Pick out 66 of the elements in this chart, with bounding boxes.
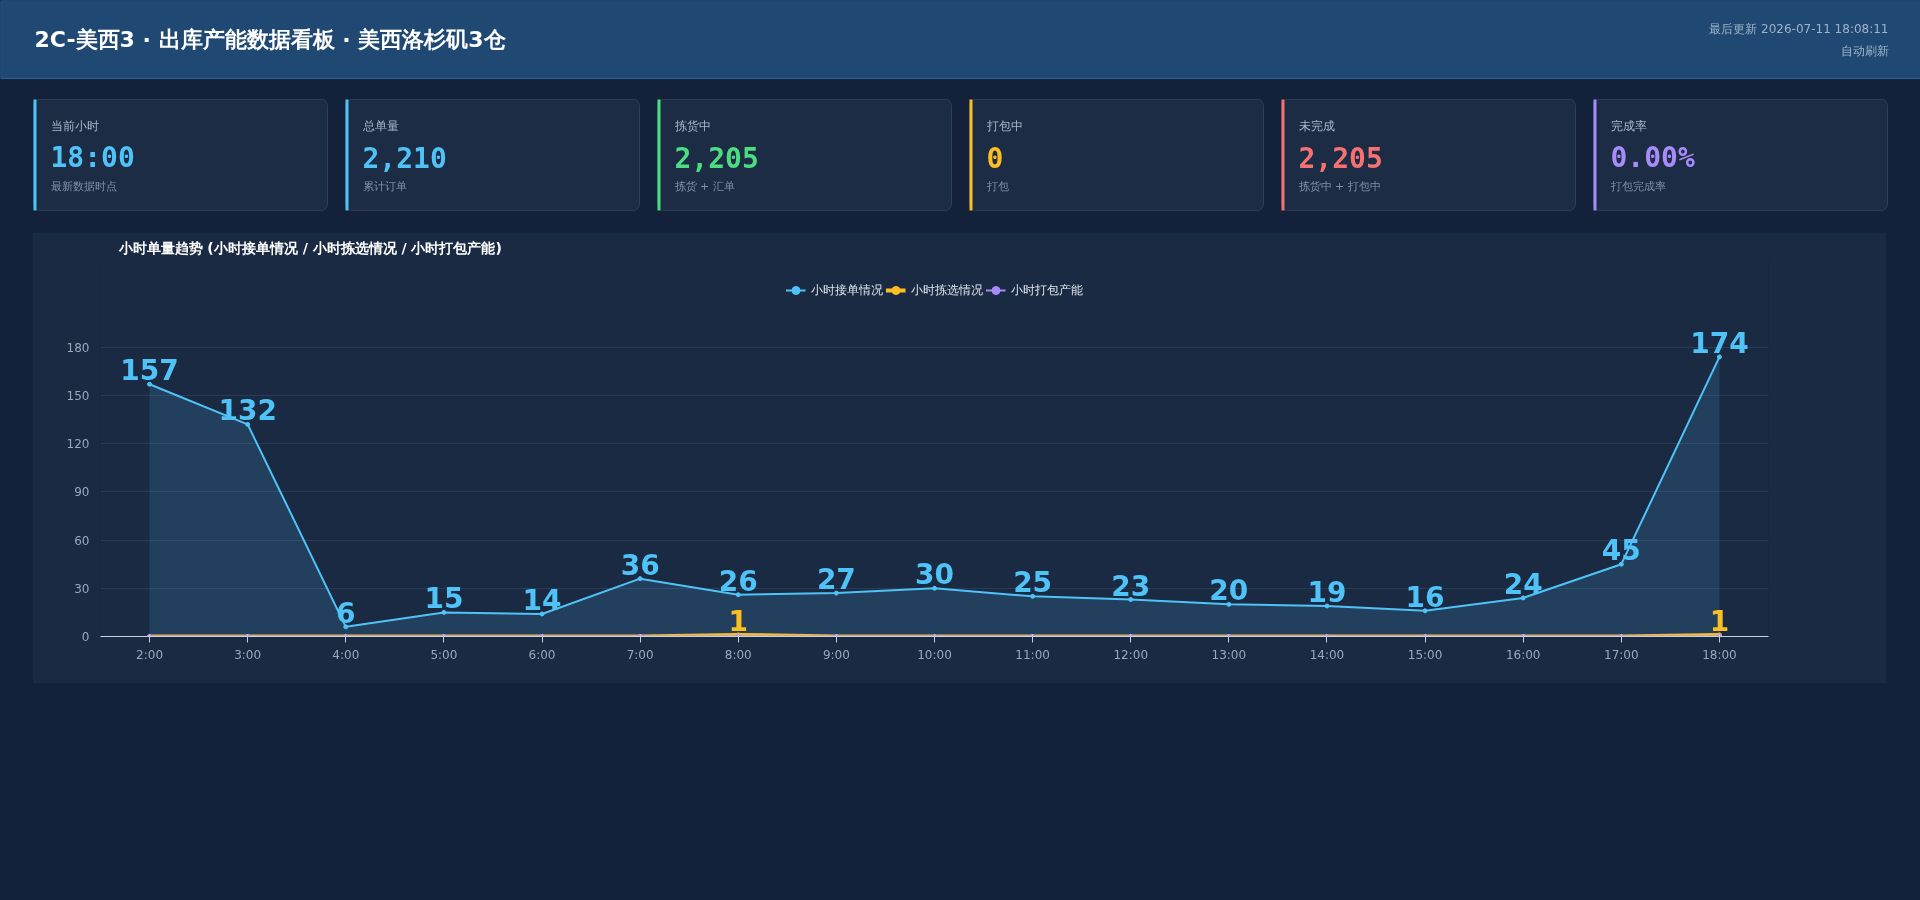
y-tick-label: 60 (74, 533, 90, 548)
data-label: 157 (120, 354, 179, 388)
x-tick-label: 4:00 (332, 647, 360, 662)
data-label: 14 (522, 584, 562, 617)
x-tick-label: 18:00 (1702, 647, 1737, 662)
text: 2,210 (362, 142, 447, 175)
x-tick-label: 16:00 (1505, 647, 1541, 662)
text: 0.00% (1610, 141, 1695, 174)
data-label: 30 (915, 558, 954, 592)
data-label: 16 (1405, 580, 1445, 614)
x-tick-label: 14:00 (1309, 647, 1345, 662)
data-label: 1 (728, 604, 749, 638)
x-tick-label: 7:00 (626, 647, 654, 662)
data-label: 24 (1503, 567, 1543, 601)
data-label: 23 (1111, 569, 1151, 603)
x-tick-label: 13:00 (1211, 647, 1247, 662)
x-tick-label: 2:00 (136, 647, 164, 662)
category-label: 总单量 (361, 118, 399, 133)
text: 拣货中 + 打包中 (1297, 180, 1381, 193)
y-tick-label: 180 (66, 340, 90, 355)
y-tick-label: 150 (66, 388, 90, 403)
text: 0 (986, 142, 1004, 175)
x-tick-label: 17:00 (1604, 647, 1639, 662)
data-label: 1 (1709, 604, 1730, 638)
data-label: 36 (620, 548, 660, 582)
data-label: 27 (816, 563, 856, 597)
y-tick-label: 90 (74, 485, 90, 500)
chart-title: 小时单量趋势 (小时接单情况 / 小时拣选情况 / 小时打包产能) (117, 239, 502, 256)
x-tick-label: 9:00 (822, 647, 850, 662)
category-label: 打包中 (985, 118, 1023, 133)
legend-label: 小时接单情况 (810, 281, 883, 299)
text: 打包 (985, 180, 1009, 193)
text: 2,205 (674, 142, 759, 175)
x-tick-label: 12:00 (1113, 647, 1149, 662)
data-label: 25 (1013, 566, 1053, 600)
data-label: 15 (424, 582, 464, 616)
category-label: 当前小时 (50, 118, 99, 133)
data-label: 132 (218, 394, 277, 428)
category-label: 完成率 (1610, 118, 1647, 133)
text: 最后更新 2026-07-11 18:08:11 (1709, 21, 1889, 36)
text: 打包完成率 (1609, 180, 1666, 193)
text: 最新数据时点 (50, 180, 117, 193)
text: 累计订单 (362, 180, 407, 193)
y-tick-label: 0 (81, 630, 90, 644)
text: 18:00 (50, 141, 135, 174)
y-tick-label: 120 (66, 437, 90, 452)
x-tick-label: 3:00 (234, 647, 262, 662)
data-label: 174 (1690, 326, 1749, 360)
x-tick-label: 10:00 (917, 647, 952, 662)
legend-label: 小时拣选情况 (910, 281, 983, 299)
text: 2C-美西3 · 出库产能数据看板 · 美西洛杉矶3仓 (34, 27, 507, 52)
x-tick-label: 6:00 (528, 647, 556, 662)
x-tick-label: 11:00 (1015, 647, 1050, 662)
data-label: 20 (1209, 574, 1249, 608)
text: 自动刷新 (1840, 43, 1889, 58)
category-label: 未完成 (1298, 118, 1335, 133)
category-label: 拣货中 (673, 118, 711, 133)
text: 拣货 + 汇单 (673, 180, 735, 193)
text: 2,205 (1298, 142, 1383, 175)
x-tick-label: 8:00 (724, 647, 752, 662)
data-label: 26 (718, 564, 758, 598)
data-label: 19 (1307, 575, 1347, 609)
x-tick-label: 5:00 (430, 647, 458, 662)
y-tick-label: 30 (74, 581, 90, 596)
legend-label: 小时打包产能 (1010, 281, 1083, 299)
x-tick-label: 15:00 (1407, 647, 1443, 662)
